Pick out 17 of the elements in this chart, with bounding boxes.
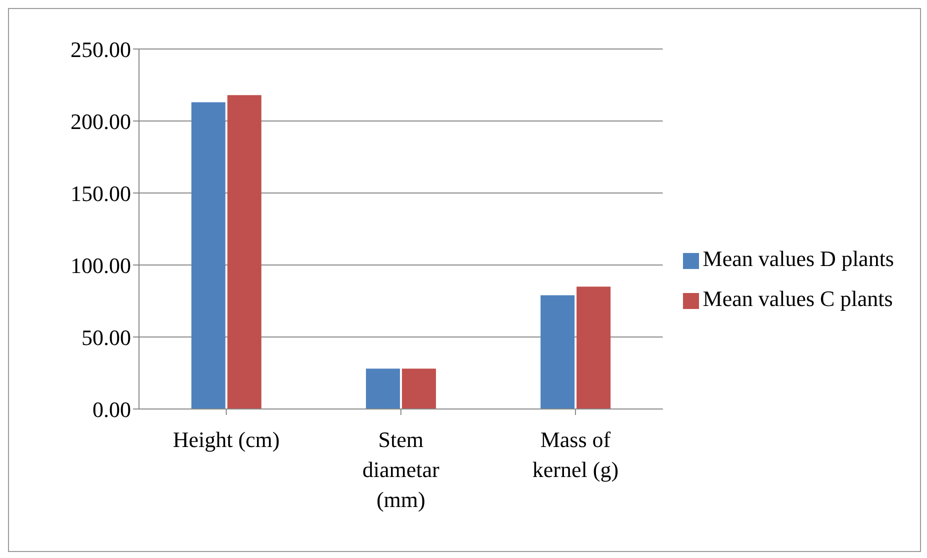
y-tick-label: 50.00 xyxy=(82,324,131,350)
y-tick-label: 150.00 xyxy=(70,180,131,206)
bar xyxy=(366,368,400,409)
bar xyxy=(540,295,575,409)
x-tick-label: Mass of kernel (g) xyxy=(532,427,619,482)
bar xyxy=(227,95,262,409)
y-tick-label: 250.00 xyxy=(70,36,131,62)
legend-label: Mean values C plants xyxy=(702,286,893,311)
bar xyxy=(191,102,226,409)
y-tick-label: 0.00 xyxy=(92,396,131,422)
x-tick-label: Height (cm) xyxy=(172,427,280,452)
y-tick-label: 200.00 xyxy=(70,108,131,134)
legend-label: Mean values D plants xyxy=(702,246,894,271)
x-tick-label: Stem diametar (mm) xyxy=(362,427,440,512)
y-tick-label: 100.00 xyxy=(70,252,131,278)
bar xyxy=(402,368,436,409)
bar xyxy=(576,286,611,409)
